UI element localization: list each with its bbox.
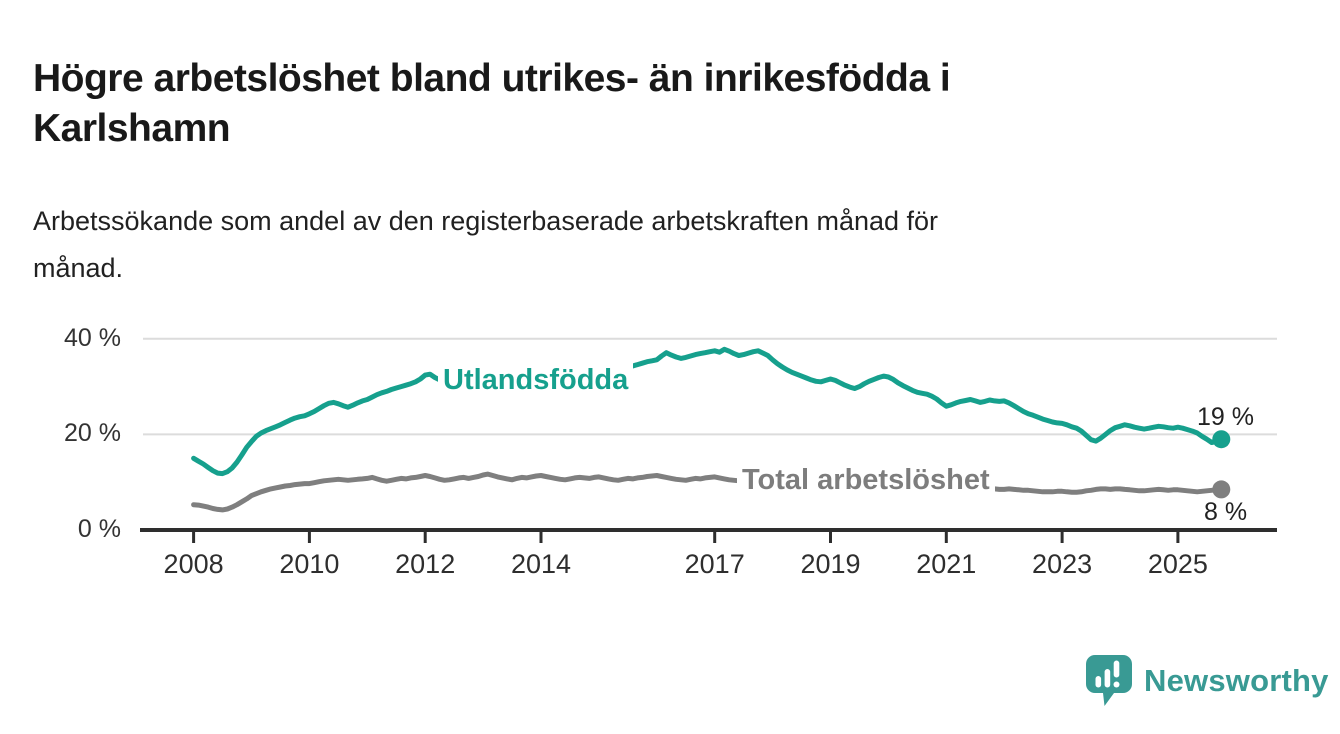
bar-medium: [1104, 669, 1111, 688]
chart-subtitle-line1: Arbetssökande som andel av den registerb…: [33, 206, 939, 236]
newsworthy-logo-text: Newsworthy: [1144, 662, 1329, 698]
newsworthy-logo: Newsworthy: [1085, 654, 1329, 707]
x-tick-label-2023: 2023: [1032, 549, 1093, 579]
exclamation-bar: [1113, 660, 1120, 678]
x-tick-label-2019: 2019: [800, 549, 861, 579]
series-line-utlandsfodda: [191, 346, 1224, 477]
series-label-utlandsfodda: Utlandsfödda: [438, 363, 634, 397]
y-tick-label-20: 20 %: [64, 419, 121, 448]
bar-short: [1095, 676, 1102, 688]
x-tick-label-2014: 2014: [510, 549, 572, 579]
page-title-line1: Högre arbetslöshet bland utrikes- än inr…: [33, 57, 951, 101]
x-tick-label-2017: 2017: [684, 549, 745, 579]
series-end-dot-utlandsfodda: [1212, 430, 1231, 449]
x-tick-label-2008: 2008: [163, 549, 224, 579]
y-tick-label-40: 40 %: [64, 323, 121, 352]
end-value-label-utlandsfodda: 19 %: [1197, 403, 1254, 431]
x-tick-label-2012: 2012: [395, 549, 456, 579]
page-title-line2: Karlshamn: [33, 107, 231, 151]
series-line-total-arbetsloshet: [191, 471, 1224, 513]
page-title: Högre arbetslöshet bland utrikes- än inr…: [33, 54, 1193, 154]
x-tick-label-2021: 2021: [916, 549, 977, 579]
y-tick-label-0: 0 %: [77, 515, 121, 543]
x-tick-label-2010: 2010: [279, 549, 340, 579]
chart-subtitle-line2: månad.: [33, 253, 124, 283]
series-label-total-arbetsloshet: Total arbetslöshet: [737, 463, 995, 497]
series-end-dot-total-arbetsloshet: [1212, 480, 1231, 499]
exclamation-dot: [1113, 681, 1120, 688]
line-chart: [0, 300, 1340, 570]
chart-subtitle: Arbetssökande som andel av den registerb…: [33, 198, 1233, 292]
x-tick-label-2025: 2025: [1147, 549, 1208, 579]
line-chart-canvas: [140, 337, 1277, 543]
newsworthy-logo-icon: [1086, 655, 1132, 706]
end-value-label-total-arbetsloshet: 8 %: [1204, 498, 1248, 526]
